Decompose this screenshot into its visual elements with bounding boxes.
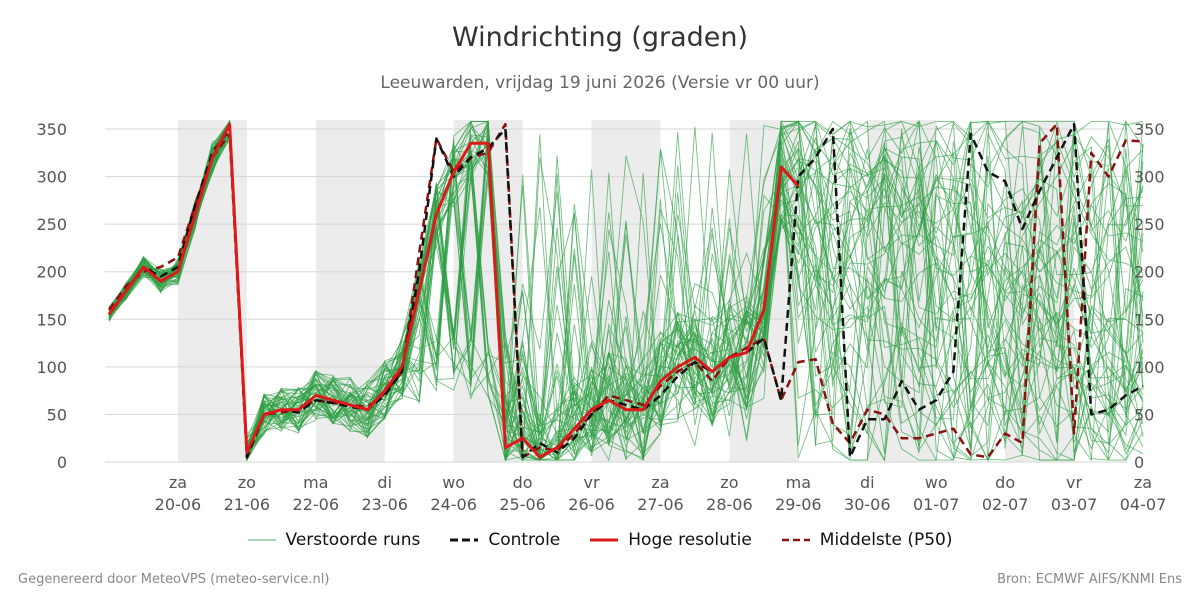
legend-hires: Hoge resolutie — [590, 530, 752, 550]
x-tick-date-11: 30-06 — [844, 495, 891, 514]
perturbed-run-30 — [108, 124, 1144, 462]
legend-median: Middelste (P50) — [781, 530, 953, 550]
legend-median-label: Middelste (P50) — [819, 530, 953, 550]
legend-perturbed-label: Verstoorde runs — [285, 530, 421, 550]
chart-title: Windrichting (graden) — [451, 22, 749, 53]
y-tick-right-150: 150 — [1134, 310, 1165, 329]
x-tick-day-3: ma — [303, 473, 328, 492]
legend-hires-label: Hoge resolutie — [628, 530, 752, 550]
perturbed-run-6 — [108, 120, 1144, 461]
y-tick-left-0: 0 — [57, 453, 67, 472]
x-tick-day-9: zo — [720, 473, 738, 492]
y-tick-left-100: 100 — [36, 358, 67, 377]
perturbed-run-35 — [108, 119, 1144, 461]
y-tick-right-50: 50 — [1134, 405, 1154, 424]
legend: Verstoorde runs Controle Hoge resolutie … — [0, 530, 1200, 550]
x-tick-date-6: 25-06 — [499, 495, 546, 514]
x-tick-date-2: 21-06 — [224, 495, 271, 514]
perturbed-run-5 — [108, 124, 1144, 462]
perturbed-run-38 — [108, 119, 1144, 461]
y-tick-left-50: 50 — [47, 405, 67, 424]
chart-subtitle: Leeuwarden, vrijdag 19 juni 2026 (Versie… — [380, 73, 820, 93]
x-tick-day-1: za — [169, 473, 187, 492]
perturbed-run-48 — [108, 119, 1144, 461]
x-tick-date-12: 01-07 — [913, 495, 960, 514]
x-tick-day-12: wo — [925, 473, 948, 492]
x-tick-date-4: 23-06 — [361, 495, 408, 514]
x-tick-date-3: 22-06 — [293, 495, 340, 514]
x-tick-date-8: 27-06 — [637, 495, 684, 514]
x-tick-day-13: do — [995, 473, 1015, 492]
perturbed-run-47 — [108, 120, 1144, 461]
x-tick-day-4: di — [377, 473, 392, 492]
legend-perturbed: Verstoorde runs — [247, 530, 421, 550]
perturbed-run-40 — [108, 119, 1144, 462]
y-axis-left: 0 50 100 150 200 250 300 350 — [36, 120, 67, 472]
y-tick-right-0: 0 — [1134, 453, 1144, 472]
legend-control: Controle — [450, 530, 560, 550]
y-tick-right-250: 250 — [1134, 215, 1165, 234]
y-tick-left-200: 200 — [36, 263, 67, 282]
x-tick-day-7: vr — [584, 473, 600, 492]
perturbed-run-33 — [108, 120, 1144, 461]
perturbed-run-14 — [108, 121, 1144, 462]
legend-control-label: Controle — [488, 530, 561, 550]
perturbed-run-43 — [108, 122, 1144, 462]
x-tick-date-13: 02-07 — [982, 495, 1029, 514]
footer-generated-by: Gegenereerd door MeteoVPS (meteo-service… — [18, 572, 330, 587]
series-hoge-resolutie — [107, 122, 800, 459]
perturbed-run-25 — [108, 127, 1144, 461]
y-axis-right: 0 50 100 150 200 250 300 350 — [1134, 120, 1165, 472]
x-tick-day-10: ma — [786, 473, 811, 492]
x-tick-day-11: di — [860, 473, 875, 492]
series-middelste-p50- — [107, 122, 1144, 459]
y-tick-right-200: 200 — [1134, 263, 1165, 282]
x-tick-day-2: zo — [238, 473, 256, 492]
x-tick-day-15: za — [1134, 473, 1152, 492]
x-tick-date-14: 03-07 — [1051, 495, 1098, 514]
y-tick-left-350: 350 — [36, 120, 67, 139]
wind-direction-chart: 0 50 100 150 200 250 300 350 0 50 100 150 200 250 300… — [36, 119, 1167, 514]
x-axis: za 20-06 zo 21-06 ma 22-06 di 23-06 wo 24-06 do 25-… — [155, 473, 1167, 514]
x-tick-day-8: za — [651, 473, 669, 492]
x-tick-date-10: 29-06 — [775, 495, 822, 514]
x-tick-day-6: do — [513, 473, 533, 492]
y-tick-right-350: 350 — [1134, 120, 1165, 139]
y-tick-right-300: 300 — [1134, 168, 1165, 187]
x-tick-date-7: 26-06 — [568, 495, 615, 514]
perturbed-run-9 — [108, 119, 1144, 462]
x-tick-day-14: vr — [1066, 473, 1082, 492]
x-tick-date-5: 24-06 — [430, 495, 477, 514]
x-tick-day-5: wo — [442, 473, 465, 492]
y-tick-left-300: 300 — [36, 168, 67, 187]
y-tick-left-150: 150 — [36, 310, 67, 329]
perturbed-run-22 — [108, 120, 1144, 461]
x-tick-date-1: 20-06 — [155, 495, 202, 514]
main-series-group — [107, 122, 1144, 459]
x-tick-date-15: 04-07 — [1120, 495, 1167, 514]
y-tick-left-250: 250 — [36, 215, 67, 234]
x-tick-date-9: 28-06 — [706, 495, 753, 514]
footer-source: Bron: ECMWF AIFS/KNMI Ens — [997, 572, 1182, 587]
y-tick-right-100: 100 — [1134, 358, 1165, 377]
